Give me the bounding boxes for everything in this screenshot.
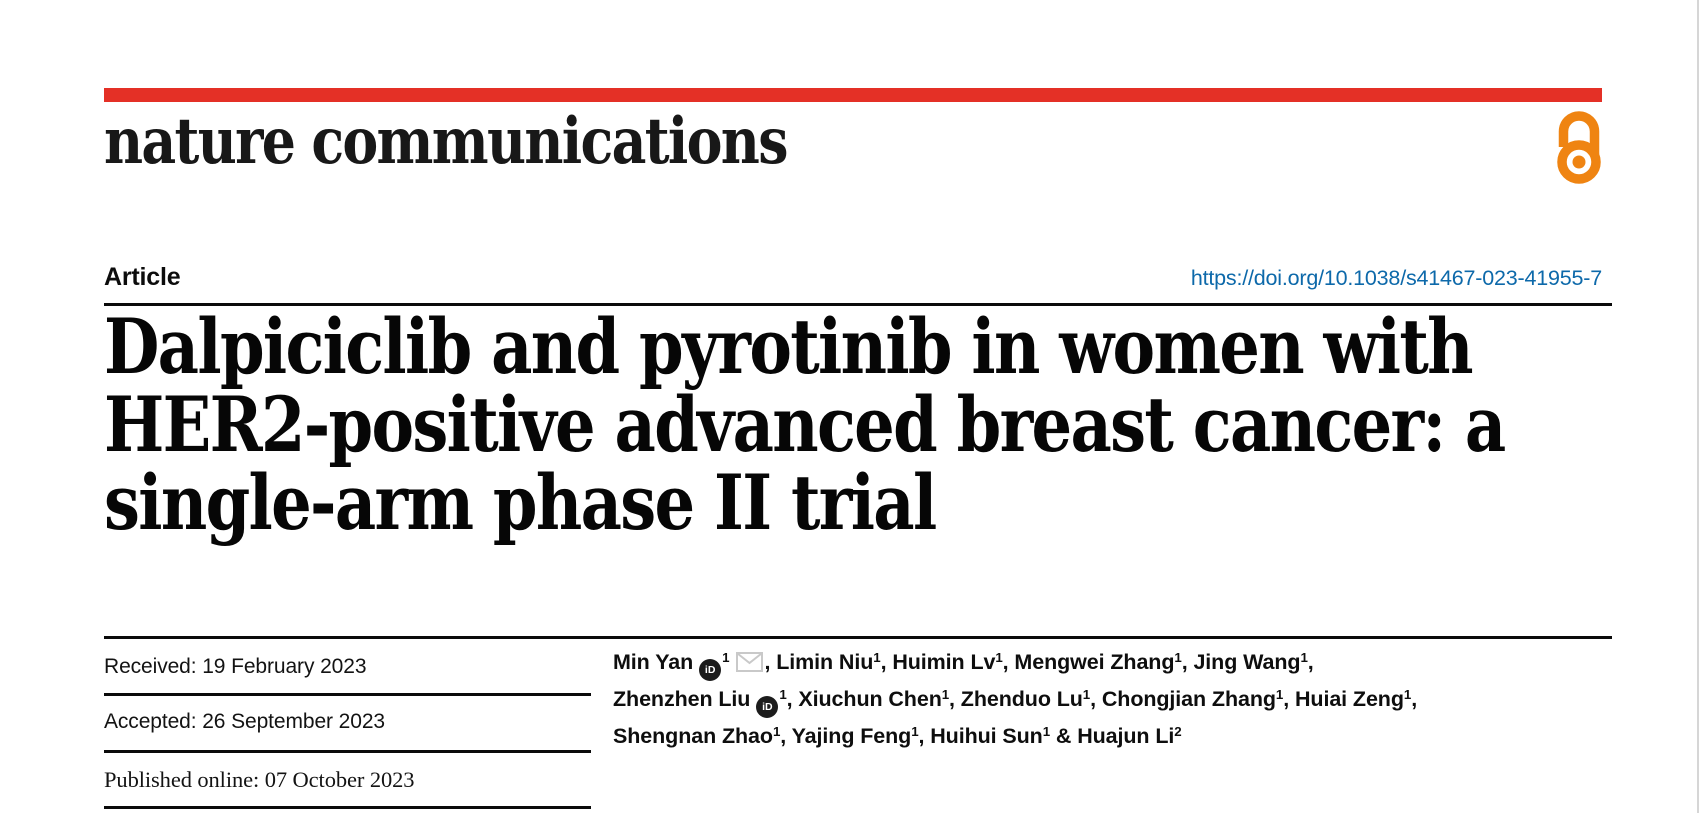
received-date: Received: 19 February 2023 bbox=[104, 655, 367, 678]
article-title-line3: single-arm phase II trial bbox=[104, 458, 937, 547]
author-name: & Huajun Li bbox=[1055, 724, 1175, 748]
author-name: Chongjian Zhang bbox=[1101, 687, 1276, 711]
brand-accent-bar bbox=[104, 88, 1602, 102]
author-name: Huihui Sun bbox=[930, 724, 1043, 748]
author-separator: , bbox=[786, 687, 799, 711]
affiliation-superscript: 2 bbox=[1174, 724, 1182, 740]
article-title-line1: Dalpiciclib and pyrotinib in women with bbox=[104, 302, 1474, 391]
affiliation-superscript: 1 bbox=[1042, 724, 1051, 740]
divider-dates-3 bbox=[104, 806, 591, 809]
author-name: Jing Wang bbox=[1193, 650, 1301, 674]
article-title-line2: HER2-positive advanced breast cancer: a bbox=[104, 380, 1506, 469]
affiliation-superscript: 1 bbox=[772, 724, 781, 740]
author-separator: , bbox=[780, 724, 792, 748]
affiliation-superscript: 1 bbox=[995, 650, 1003, 666]
affiliation-superscript: 1 bbox=[1082, 687, 1091, 703]
author-name: Yajing Feng bbox=[791, 724, 912, 748]
author-name: Mengwei Zhang bbox=[1014, 650, 1175, 674]
author-name: Huimin Lv bbox=[892, 650, 996, 674]
author-name: Min Yan bbox=[613, 650, 694, 674]
journal-logo: nature communications bbox=[104, 104, 788, 179]
accepted-date: Accepted: 26 September 2023 bbox=[104, 710, 385, 733]
open-access-icon bbox=[1552, 110, 1606, 186]
author-separator: , bbox=[880, 650, 893, 674]
author-separator: , bbox=[1181, 650, 1194, 674]
author-separator: , bbox=[949, 687, 961, 711]
divider-above-authors bbox=[104, 636, 1612, 639]
author-name: Zhenzhen Liu bbox=[613, 687, 751, 711]
affiliation-superscript: 1 bbox=[1174, 650, 1182, 666]
author-list: Min Yan iD1, Limin Niu1, Huimin Lv1, Meng… bbox=[613, 645, 1653, 756]
article-type-label: Article bbox=[104, 263, 181, 291]
doi-link[interactable]: https://doi.org/10.1038/s41467-023-41955… bbox=[1190, 266, 1602, 290]
author-separator: , bbox=[1090, 687, 1102, 711]
article-title: Dalpiciclib and pyrotinib in women with … bbox=[104, 302, 1506, 547]
affiliation-superscript: 1 bbox=[941, 687, 950, 703]
affiliation-superscript: 1 bbox=[779, 687, 787, 703]
author-name: Xiuchun Chen bbox=[798, 687, 942, 711]
affiliation-superscript: 1 bbox=[873, 650, 881, 666]
author-line: Min Yan iD1, Limin Niu1, Huimin Lv1, Meng… bbox=[613, 645, 1653, 682]
author-name: Shengnan Zhao bbox=[613, 724, 773, 748]
author-separator: , bbox=[918, 724, 931, 748]
divider-dates-2 bbox=[104, 750, 591, 753]
affiliation-superscript: 1 bbox=[1300, 650, 1308, 666]
divider-under-article-row bbox=[104, 303, 1612, 306]
author-separator: , bbox=[1307, 650, 1314, 674]
affiliation-superscript: 1 bbox=[1403, 687, 1412, 703]
author-separator: , bbox=[1283, 687, 1295, 711]
affiliation-superscript: 1 bbox=[722, 650, 730, 666]
author-separator: , bbox=[1411, 687, 1418, 711]
orcid-icon[interactable]: iD bbox=[699, 659, 722, 681]
published-date: Published online: 07 October 2023 bbox=[104, 767, 415, 792]
email-icon[interactable] bbox=[736, 652, 764, 672]
author-name: Huiai Zeng bbox=[1294, 687, 1404, 711]
author-name: Limin Niu bbox=[776, 650, 874, 674]
author-line: Zhenzhen Liu iD1, Xiuchun Chen1, Zhenduo … bbox=[613, 682, 1653, 719]
author-separator: , bbox=[1002, 650, 1015, 674]
affiliation-superscript: 1 bbox=[1275, 687, 1284, 703]
author-name: Zhenduo Lu bbox=[960, 687, 1083, 711]
affiliation-superscript: 1 bbox=[911, 724, 919, 740]
author-line: Shengnan Zhao1, Yajing Feng1, Huihui Sun… bbox=[613, 719, 1653, 756]
page-right-edge bbox=[1697, 0, 1699, 813]
divider-dates-1 bbox=[104, 693, 591, 696]
author-separator: , bbox=[764, 650, 777, 674]
orcid-icon[interactable]: iD bbox=[756, 696, 779, 718]
